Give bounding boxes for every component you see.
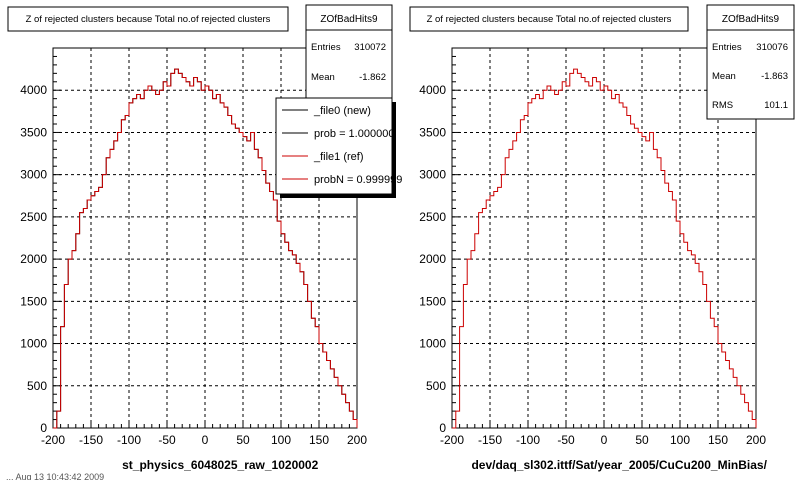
- title-box: [409, 6, 689, 32]
- y-tick-label: 2000: [20, 252, 47, 266]
- legend-entry-label: _file0 (new): [313, 105, 371, 117]
- stats-row-value: 310072: [354, 42, 386, 53]
- x-axis-label: dev/daq_sl302.ittf/Sat/year_2005/CuCu200…: [471, 458, 767, 472]
- x-tick-label: -50: [158, 433, 176, 447]
- legend-box: [275, 97, 393, 195]
- y-tick-label: 0: [439, 421, 446, 435]
- histogram-series-2: [53, 68, 358, 429]
- stats-row-value: -1.863: [761, 71, 788, 82]
- stats-row-value: 101.1: [764, 100, 788, 111]
- x-tick-label: 100: [670, 433, 690, 447]
- x-tick-label: 50: [236, 433, 250, 447]
- stats-row-value: 310076: [756, 42, 788, 53]
- stats-name: ZOfBadHits9: [722, 14, 780, 25]
- x-tick-label: 150: [708, 433, 728, 447]
- y-tick-label: 3000: [20, 168, 47, 182]
- stats-name: ZOfBadHits9: [320, 14, 378, 25]
- y-tick-label: 3000: [419, 168, 446, 182]
- x-tick-label: -150: [79, 433, 103, 447]
- y-tick-label: 0: [40, 421, 47, 435]
- x-tick-label: -200: [440, 433, 464, 447]
- x-tick-label: -100: [117, 433, 141, 447]
- legend-entry-label: prob = 1.000000: [314, 128, 394, 140]
- histogram-series-1: [452, 68, 757, 429]
- y-tick-label: 500: [27, 379, 47, 393]
- x-tick-label: 200: [746, 433, 766, 447]
- footer-timestamp: ... Aug 13 10:43:42 2009: [6, 472, 104, 480]
- title-box: [7, 6, 289, 32]
- y-tick-label: 1500: [419, 294, 446, 308]
- legend-entry-label: probN = 0.999999: [314, 174, 402, 186]
- x-tick-label: 50: [635, 433, 649, 447]
- stats-box: [706, 4, 795, 120]
- y-tick-label: 1000: [20, 337, 47, 351]
- y-tick-label: 2000: [419, 252, 446, 266]
- y-tick-label: 3500: [20, 125, 47, 139]
- y-tick-label: 1500: [20, 294, 47, 308]
- stats-box: [305, 4, 393, 106]
- stats-row-label: Entries: [712, 42, 742, 53]
- x-tick-label: -200: [41, 433, 65, 447]
- y-tick-label: 2500: [20, 210, 47, 224]
- chart-title: Z of rejected clusters because Total no.…: [26, 14, 271, 25]
- stats-row-label: Entries: [311, 42, 341, 53]
- stats-row-label: Mean: [311, 72, 335, 83]
- y-tick-label: 4000: [20, 83, 47, 97]
- chart-title: Z of rejected clusters because Total no.…: [427, 14, 672, 25]
- x-tick-label: 200: [347, 433, 367, 447]
- x-tick-label: 150: [309, 433, 329, 447]
- plot-frame: [451, 47, 757, 429]
- y-tick-label: 1000: [419, 337, 446, 351]
- y-tick-label: 2500: [419, 210, 446, 224]
- x-tick-label: 0: [202, 433, 209, 447]
- legend-entry-label: _file1 (ref): [313, 151, 364, 163]
- x-tick-label: -150: [478, 433, 502, 447]
- stats-row-label: RMS: [712, 100, 733, 111]
- histogram-panel-1: -200 -150 -100 -50 0 50 100 150 2000500100015002…: [7, 4, 402, 472]
- y-tick-label: 3500: [419, 125, 446, 139]
- histogram-panel-2: -200 -150 -100 -50 0 50 100 150 2000500100015002…: [409, 4, 795, 472]
- x-tick-label: -50: [557, 433, 575, 447]
- y-tick-label: 500: [426, 379, 446, 393]
- stats-row-value: -1.862: [359, 72, 386, 83]
- x-tick-label: -100: [516, 433, 540, 447]
- x-tick-label: 0: [601, 433, 608, 447]
- y-tick-label: 4000: [419, 83, 446, 97]
- stats-row-label: Mean: [712, 71, 736, 82]
- x-axis-label: st_physics_6048025_raw_1020002: [122, 458, 318, 472]
- x-tick-label: 100: [271, 433, 291, 447]
